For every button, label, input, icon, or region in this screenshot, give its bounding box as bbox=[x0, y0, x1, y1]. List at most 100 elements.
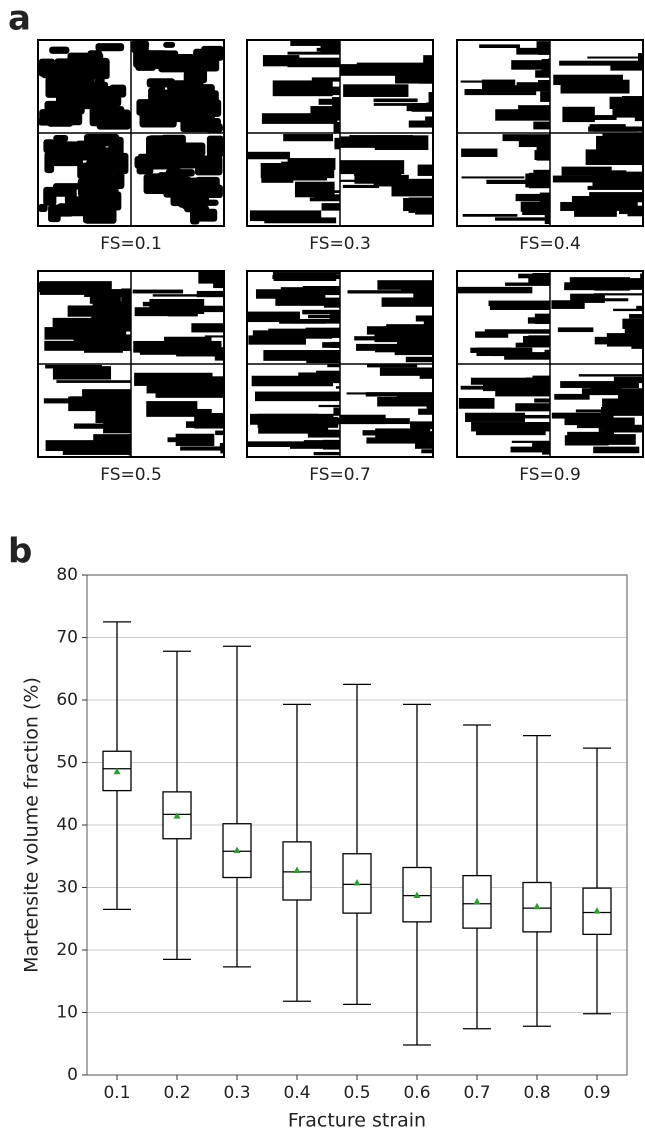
martensite bbox=[347, 290, 414, 294]
martensite bbox=[89, 292, 121, 304]
martensite bbox=[146, 135, 157, 158]
martensite bbox=[590, 386, 622, 389]
martensite bbox=[460, 385, 503, 390]
martensite bbox=[379, 367, 433, 376]
martensite bbox=[367, 364, 418, 368]
martensite bbox=[578, 374, 643, 377]
martensite bbox=[77, 178, 115, 197]
martensite bbox=[93, 434, 131, 441]
martensite bbox=[593, 293, 643, 296]
mean-marker bbox=[533, 902, 541, 910]
martensite bbox=[631, 341, 643, 349]
martensite bbox=[396, 340, 433, 350]
martensite bbox=[257, 416, 339, 428]
martensite bbox=[538, 51, 550, 55]
martensite bbox=[534, 313, 550, 324]
y-tick-label: 40 bbox=[56, 815, 78, 835]
martensite bbox=[532, 442, 550, 449]
martensite bbox=[342, 184, 380, 189]
martensite bbox=[191, 323, 224, 333]
martensite bbox=[557, 327, 594, 333]
martensite bbox=[62, 446, 132, 455]
martensite bbox=[515, 403, 550, 412]
martensite bbox=[481, 79, 516, 94]
martensite bbox=[340, 136, 384, 148]
y-axis-label: Martensite volume fraction (%) bbox=[21, 677, 43, 973]
martensite bbox=[177, 169, 195, 177]
martensite bbox=[290, 40, 340, 46]
martensite bbox=[335, 386, 340, 389]
martensite bbox=[630, 101, 643, 107]
martensite bbox=[74, 152, 92, 161]
martensite bbox=[601, 411, 643, 416]
martensite bbox=[306, 352, 340, 364]
martensite bbox=[475, 331, 509, 338]
martensite bbox=[559, 60, 643, 66]
martensite bbox=[606, 343, 643, 347]
martensite bbox=[502, 134, 550, 142]
martensite bbox=[305, 327, 340, 331]
mean-marker bbox=[413, 891, 421, 898]
martensite bbox=[177, 58, 192, 71]
martensite bbox=[146, 401, 198, 417]
martensite bbox=[610, 62, 643, 71]
martensite bbox=[522, 202, 550, 216]
martensite bbox=[321, 203, 340, 211]
martensite bbox=[194, 155, 223, 176]
martensite bbox=[629, 314, 643, 319]
martensite bbox=[535, 70, 550, 78]
martensite bbox=[553, 74, 623, 86]
martensite bbox=[73, 423, 120, 429]
microstructure bbox=[456, 39, 644, 227]
martensite bbox=[249, 210, 322, 222]
martensite bbox=[598, 424, 643, 432]
martensite bbox=[294, 181, 335, 198]
martensite bbox=[303, 440, 339, 447]
martensite bbox=[551, 300, 585, 309]
martensite bbox=[121, 288, 131, 304]
image-caption: FS=0.9 bbox=[519, 465, 581, 485]
martensite bbox=[621, 158, 643, 162]
martensite bbox=[198, 117, 221, 132]
martensite bbox=[219, 442, 224, 449]
mean-marker bbox=[593, 907, 601, 914]
microstructure bbox=[246, 39, 434, 227]
martensite bbox=[551, 412, 614, 419]
y-tick-label: 70 bbox=[56, 628, 78, 648]
martensite bbox=[289, 443, 332, 449]
martensite bbox=[254, 391, 340, 402]
martensite bbox=[255, 289, 326, 299]
martensite bbox=[515, 342, 550, 348]
martensite bbox=[366, 437, 431, 444]
martensite bbox=[384, 180, 433, 184]
martensite bbox=[327, 364, 340, 368]
box bbox=[522, 881, 552, 933]
martensite bbox=[612, 105, 643, 118]
martensite bbox=[76, 199, 109, 215]
martensite bbox=[131, 40, 149, 54]
martensite bbox=[308, 314, 340, 319]
martensite bbox=[261, 177, 294, 183]
martensite bbox=[461, 148, 498, 157]
martensite bbox=[127, 399, 131, 413]
y-tick-label: 10 bbox=[56, 1003, 78, 1023]
martensite bbox=[260, 163, 335, 179]
microstructure bbox=[37, 39, 225, 227]
martensite bbox=[407, 432, 433, 440]
martensite bbox=[310, 106, 340, 121]
martensite bbox=[298, 372, 340, 384]
martensite bbox=[373, 98, 418, 103]
martensite bbox=[92, 157, 109, 175]
martensite bbox=[489, 85, 550, 91]
martensite bbox=[425, 116, 433, 127]
martensite bbox=[354, 174, 409, 184]
martensite bbox=[560, 381, 639, 388]
mean-marker bbox=[473, 897, 481, 905]
martensite bbox=[457, 286, 533, 294]
martensite bbox=[313, 451, 340, 456]
panel-label: a bbox=[8, 0, 31, 39]
martensite bbox=[82, 389, 131, 398]
martensite bbox=[158, 380, 194, 387]
x-tick-label: 0.9 bbox=[583, 1083, 610, 1103]
martensite bbox=[341, 418, 410, 425]
